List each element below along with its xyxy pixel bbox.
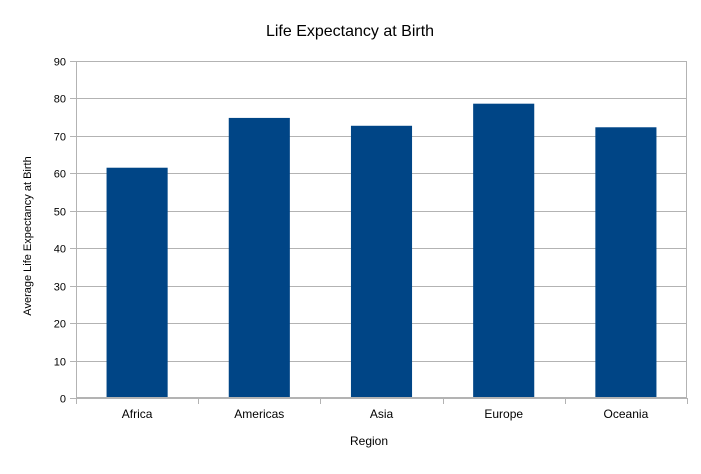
bar-asia: [350, 125, 413, 398]
bar-oceania: [595, 127, 657, 398]
bar-africa: [106, 167, 168, 398]
y-tick-label: 70: [54, 132, 66, 144]
y-tick-label: 60: [54, 169, 66, 181]
x-tick-label: Oceania: [604, 407, 649, 421]
y-tick-label: 30: [54, 282, 66, 294]
x-tick-labels: Africa Americas Asia Europe Oceania: [122, 407, 649, 421]
axes: [70, 61, 688, 404]
x-axis-label: Region: [350, 434, 388, 448]
y-tick-label: 0: [60, 394, 66, 406]
y-tick-label: 90: [54, 57, 66, 69]
y-axis-label: Average Life Expectancy at Birth: [22, 156, 34, 315]
y-tick-label: 50: [54, 207, 66, 219]
bars: [106, 103, 657, 398]
x-tick-label: Africa: [122, 407, 153, 421]
chart-title: Life Expectancy at Birth: [266, 23, 434, 40]
y-tick-labels: 0 10 20 30 40 50 60 70 80 90: [54, 57, 66, 406]
x-tick-label: Americas: [234, 407, 284, 421]
x-tick-label: Asia: [370, 407, 394, 421]
y-tick-label: 10: [54, 357, 66, 369]
y-tick-label: 40: [54, 244, 66, 256]
bar-americas: [228, 117, 290, 398]
plot-frame: [76, 61, 687, 398]
bar-europe: [473, 103, 535, 398]
y-tick-label: 20: [54, 319, 66, 331]
x-tick-label: Europe: [484, 407, 523, 421]
y-tick-label: 80: [54, 94, 66, 106]
